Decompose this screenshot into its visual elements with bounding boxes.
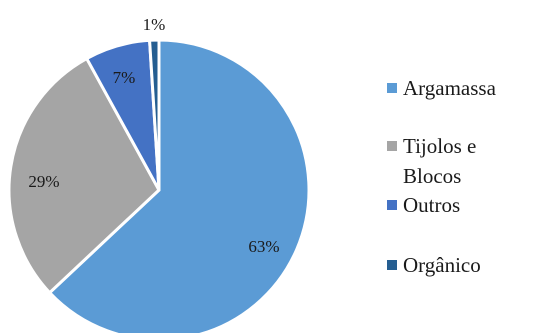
legend-swatch-organico xyxy=(387,260,397,270)
data-label-outros: 7% xyxy=(113,68,136,87)
legend-label-line: Tijolos e xyxy=(403,134,476,158)
legend-swatch-argamassa xyxy=(387,83,397,93)
legend-item-argamassa: Argamassa xyxy=(387,76,497,100)
legend-swatch-outros xyxy=(387,200,397,210)
data-labels: 63% 29% 7% 1% xyxy=(28,15,279,256)
legend-item-tijolos-e-blocos: Tijolos e Blocos xyxy=(387,134,476,188)
legend-label-line: Outros xyxy=(403,193,460,217)
pie-slices xyxy=(7,38,311,333)
legend-label-line: Argamassa xyxy=(403,76,497,100)
legend-item-outros: Outros xyxy=(387,193,460,217)
legend-label-argamassa: Argamassa xyxy=(403,76,497,100)
data-label-tijolos-e-blocos: 29% xyxy=(28,172,59,191)
legend-swatch-tijolos-e-blocos xyxy=(387,141,397,151)
legend-label-tijolos-e-blocos: Tijolos e Blocos xyxy=(403,134,476,188)
legend-label-line: Blocos xyxy=(403,164,461,188)
legend-label-organico: Orgânico xyxy=(403,253,481,277)
legend-label-line: Orgânico xyxy=(403,253,481,277)
pie-slice-tijolos-e-blocos xyxy=(7,57,161,295)
data-label-organico: 1% xyxy=(143,15,166,34)
data-label-argamassa: 63% xyxy=(248,237,279,256)
pie-slice-organico xyxy=(148,38,161,192)
legend-item-organico: Orgânico xyxy=(387,253,481,277)
legend-label-outros: Outros xyxy=(403,193,460,217)
pie-slice-argamassa xyxy=(48,38,311,333)
legend: Argamassa Tijolos e Blocos Outros Orgânico xyxy=(387,76,497,277)
